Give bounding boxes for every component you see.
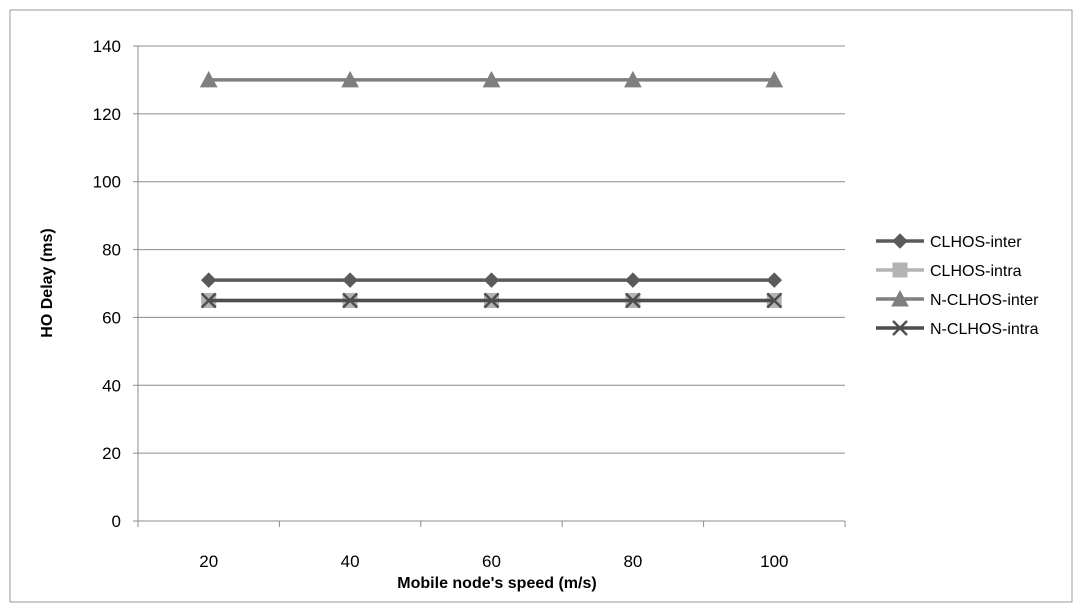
legend-label: CLHOS-intra — [930, 263, 1022, 280]
legend-item-n-clhos-inter: N-CLHOS-inter — [876, 289, 1039, 309]
series-n-clhos-inter — [199, 70, 784, 88]
legend-marker — [892, 262, 908, 278]
data-point-n-clhos-inter — [765, 70, 784, 88]
y-tick-label: 80 — [102, 241, 121, 260]
data-point-n-clhos-intra — [766, 292, 783, 309]
gridlines — [138, 45, 845, 454]
data-point-n-clhos-inter — [199, 70, 218, 88]
legend-label: N-CLHOS-inter — [930, 292, 1039, 309]
data-point-n-clhos-intra — [625, 292, 641, 309]
data-point-clhos-inter — [766, 272, 783, 288]
series-lines — [199, 70, 784, 309]
x-tick-label: 80 — [623, 552, 642, 571]
x-axis-title: Mobile node's speed (m/s) — [397, 575, 596, 592]
x-tick-label: 40 — [341, 552, 360, 571]
data-point-clhos-inter — [342, 272, 358, 288]
legend-label: N-CLHOS-intra — [930, 321, 1039, 338]
data-point-n-clhos-inter — [482, 70, 501, 88]
data-point-clhos-inter — [483, 272, 500, 288]
data-point-n-clhos-inter — [341, 70, 359, 88]
x-tick-label: 20 — [199, 552, 218, 571]
y-tick-label: 60 — [102, 308, 121, 327]
y-tick-label: 20 — [102, 444, 121, 463]
y-tick-label: 40 — [102, 376, 121, 395]
x-tick-label: 100 — [760, 552, 788, 571]
data-point-clhos-inter — [200, 272, 217, 288]
y-tick-labels: 0 20 40 60 80 100 120 140 — [93, 37, 121, 531]
data-point-clhos-inter — [625, 272, 641, 288]
legend: CLHOS-inter CLHOS-intra N-CLHOS-inter N-CLH… — [876, 233, 1039, 338]
data-point-n-clhos-intra — [483, 292, 500, 309]
legend-label: CLHOS-inter — [930, 234, 1022, 251]
series-n-clhos-intra — [200, 292, 783, 309]
y-tick-label: 100 — [93, 173, 121, 192]
y-axis-title: HO Delay (ms) — [39, 228, 56, 337]
legend-item-clhos-inter: CLHOS-inter — [876, 233, 1022, 251]
legend-item-n-clhos-intra: N-CLHOS-intra — [876, 320, 1039, 338]
x-tick-labels: 20 40 60 80 100 — [199, 552, 788, 571]
y-tick-label: 140 — [93, 37, 121, 56]
legend-marker — [892, 320, 908, 336]
axes — [133, 45, 846, 527]
data-point-n-clhos-intra — [200, 292, 217, 309]
chart-frame — [9, 9, 1073, 603]
x-tick-label: 60 — [482, 552, 501, 571]
legend-marker — [891, 289, 909, 307]
legend-marker — [892, 233, 908, 249]
y-tick-label: 0 — [112, 512, 121, 531]
data-point-n-clhos-inter — [624, 70, 642, 88]
legend-item-clhos-intra: CLHOS-intra — [876, 262, 1022, 280]
data-point-n-clhos-intra — [342, 292, 358, 309]
series-clhos-inter — [200, 272, 783, 288]
y-tick-label: 120 — [93, 105, 121, 124]
